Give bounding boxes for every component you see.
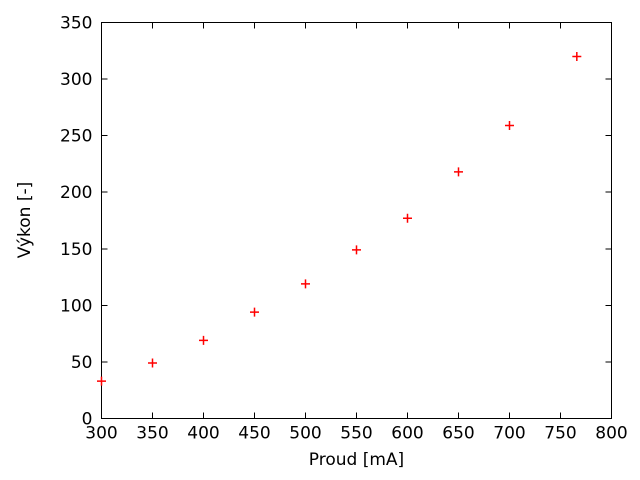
data-point-marker [454, 167, 463, 177]
data-point-marker [505, 120, 514, 130]
x-tick-label: 500 [289, 424, 321, 444]
data-point-marker [301, 279, 310, 289]
data-point-marker [403, 213, 412, 223]
x-tick-label: 700 [493, 424, 525, 444]
x-tick-label: 650 [442, 424, 474, 444]
y-tick-label: 0 [82, 410, 93, 430]
x-tick-label: 350 [136, 424, 168, 444]
y-tick-label: 100 [60, 296, 92, 316]
x-tick-label: 550 [340, 424, 372, 444]
x-tick-label: 600 [391, 424, 423, 444]
data-point-marker [250, 307, 259, 317]
data-point-marker [199, 335, 208, 345]
y-tick-label: 250 [60, 127, 92, 147]
x-tick-label: 400 [187, 424, 219, 444]
data-point-marker [97, 376, 106, 386]
x-tick-label: 450 [238, 424, 270, 444]
y-tick-label: 200 [60, 183, 92, 203]
x-tick-label: 300 [85, 424, 117, 444]
y-tick-label: 50 [71, 353, 93, 373]
data-point-marker [572, 51, 582, 61]
y-tick-label: 350 [60, 14, 92, 34]
data-point-marker [148, 358, 157, 368]
data-point-marker [352, 245, 361, 255]
x-axis-label: Proud [mA] [308, 450, 405, 470]
x-tick-label: 800 [595, 424, 627, 444]
x-tick-label: 750 [544, 424, 576, 444]
plot-frame [101, 22, 612, 419]
y-tick-label: 150 [60, 240, 92, 260]
y-tick-label: 300 [60, 70, 92, 90]
y-axis-label: Výkon [-] [15, 181, 35, 259]
